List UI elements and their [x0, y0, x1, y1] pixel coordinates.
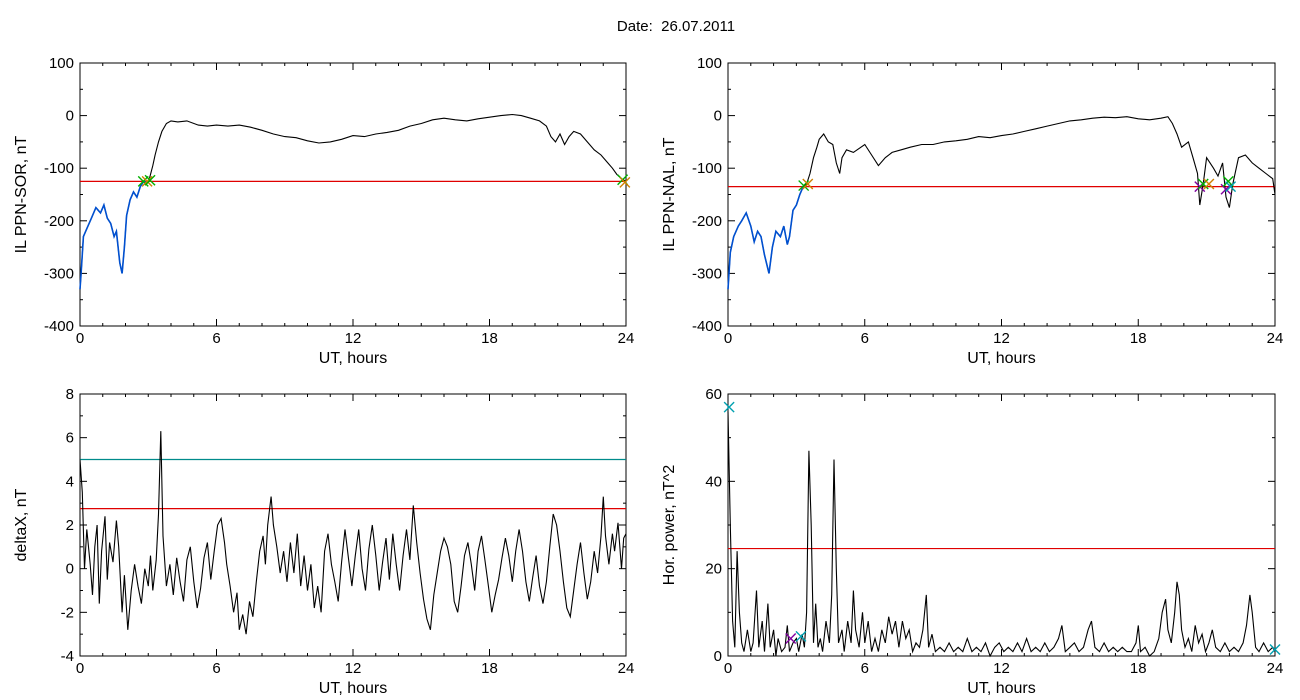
y-tick-label: 8 — [66, 386, 74, 403]
x-tick-label: 6 — [212, 330, 220, 347]
x-tick-label: 6 — [212, 660, 220, 677]
event-marker — [802, 178, 814, 190]
y-tick-label: 2 — [66, 517, 74, 534]
x-axis-label: UT, hours — [319, 680, 387, 697]
y-tick-label: -200 — [692, 213, 722, 230]
event-marker-stroke — [144, 174, 156, 186]
x-tick-label: 24 — [1267, 330, 1284, 347]
figure-title-label: Date: — [616, 18, 653, 35]
event-marker — [144, 174, 156, 186]
y-tick-label: -400 — [44, 318, 74, 335]
y-tick-label: -2 — [61, 604, 74, 621]
y-tick-label: 40 — [705, 473, 722, 490]
x-tick-label: 6 — [861, 660, 869, 677]
event-marker — [1269, 643, 1281, 655]
y-tick-label: -400 — [692, 318, 722, 335]
event-marker-stroke — [1203, 178, 1215, 190]
event-marker — [619, 176, 631, 188]
series-line — [79, 431, 627, 635]
event-marker — [785, 633, 797, 645]
event-marker-stroke — [723, 401, 735, 413]
series-line — [727, 411, 1276, 658]
y-tick-label: 60 — [705, 386, 722, 403]
event-marker-stroke — [802, 178, 814, 190]
x-tick-label: 24 — [618, 660, 635, 677]
y-axis-label: Hor. power, nT^2 — [661, 465, 678, 586]
series-line-highlight — [79, 180, 148, 290]
panel-ppn-nal: 0 6 12 18 24 -400 -300 -200 -100 0 100 UT, hours IL … — [661, 55, 1283, 367]
y-axis-label: IL PPN-SOR, nT — [13, 135, 30, 253]
x-axis-label: UT, hours — [967, 680, 1035, 697]
x-tick-label: 18 — [1130, 660, 1147, 677]
y-tick-label: -300 — [44, 265, 74, 282]
y-tick-label: -4 — [61, 648, 74, 665]
y-tick-label: 0 — [66, 561, 74, 578]
event-marker — [723, 401, 735, 413]
event-marker-stroke — [795, 630, 807, 642]
x-tick-label: 6 — [861, 330, 869, 347]
event-marker — [1225, 181, 1237, 193]
x-axis-label: UT, hours — [319, 350, 387, 367]
event-marker-stroke — [619, 176, 631, 188]
x-axis-label: UT, hours — [967, 350, 1035, 367]
panel-ppn-sor: 0 6 12 18 24 -400 -300 -200 -100 0 100 UT, hours IL … — [13, 55, 634, 367]
x-tick-label: 12 — [345, 660, 362, 677]
x-tick-label: 18 — [481, 330, 498, 347]
figure-title: Date: 26.07.2011 — [0, 18, 1300, 35]
y-tick-label: 0 — [714, 108, 722, 125]
y-tick-label: -100 — [692, 160, 722, 177]
series-line-highlight — [727, 186, 804, 290]
x-tick-label: 18 — [481, 660, 498, 677]
y-tick-label: 20 — [705, 561, 722, 578]
x-tick-label: 12 — [345, 330, 362, 347]
x-tick-label: 0 — [76, 660, 84, 677]
event-marker — [141, 175, 153, 187]
event-marker-stroke — [785, 633, 797, 645]
y-tick-label: -100 — [44, 160, 74, 177]
event-marker — [1203, 178, 1215, 190]
event-marker-stroke — [1222, 175, 1234, 187]
plot-frame — [79, 393, 627, 657]
x-tick-label: 12 — [993, 660, 1010, 677]
figure-title-date: 26.07.2011 — [661, 18, 736, 35]
x-tick-label: 0 — [724, 660, 732, 677]
series-line — [727, 116, 1276, 290]
event-marker — [795, 630, 807, 642]
y-tick-label: 4 — [66, 473, 74, 490]
y-tick-label: 0 — [66, 108, 74, 125]
panel-hor-power: 0 6 12 18 24 0 20 40 60 UT, hours Hor. power, nT^2 — [661, 386, 1283, 697]
plot-frame — [79, 62, 627, 327]
x-tick-label: 18 — [1130, 330, 1147, 347]
plot-frame — [727, 62, 1276, 327]
x-tick-label: 0 — [76, 330, 84, 347]
y-axis-label: IL PPN-NAL, nT — [661, 137, 678, 251]
y-tick-label: -300 — [692, 265, 722, 282]
y-axis-label: deltaX, nT — [13, 488, 30, 561]
x-tick-label: 24 — [618, 330, 635, 347]
event-marker-stroke — [1225, 181, 1237, 193]
event-marker-stroke — [137, 175, 149, 187]
event-marker-stroke — [1269, 643, 1281, 655]
event-marker-stroke — [141, 175, 153, 187]
x-tick-label: 0 — [724, 330, 732, 347]
plot-frame — [727, 393, 1276, 657]
series-line — [79, 113, 627, 290]
y-tick-label: -200 — [44, 213, 74, 230]
y-tick-label: 100 — [49, 55, 74, 72]
y-tick-label: 100 — [697, 55, 722, 72]
x-tick-label: 24 — [1267, 660, 1284, 677]
y-tick-label: 0 — [714, 648, 722, 665]
y-tick-label: 6 — [66, 430, 74, 447]
x-tick-label: 12 — [993, 330, 1010, 347]
